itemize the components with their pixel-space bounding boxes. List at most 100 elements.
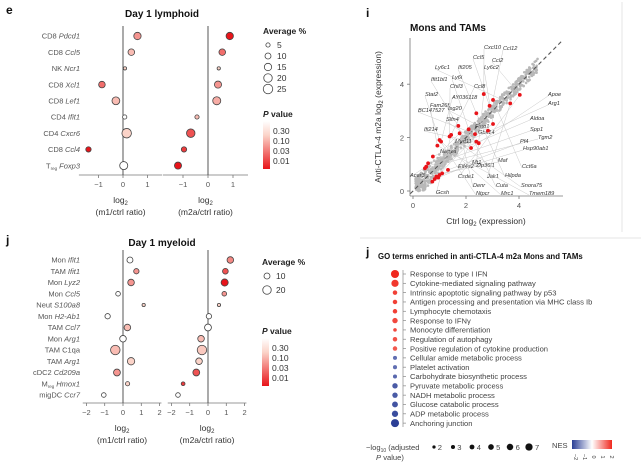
x-tick-label: −2 [82,408,91,417]
label-leader-line [449,136,522,188]
cell-type: CD4 [43,129,58,138]
go-term-label: Pyruvate metabolic process [410,382,503,391]
nes-tick-label: 1 [599,455,605,458]
gene-label: Hsp90ab1 [523,146,549,152]
size-legend-label: 20 [277,73,287,83]
background-gene-point [426,168,430,172]
size-legend-label: 5 [496,443,500,452]
size-legend-circle [265,42,271,48]
row-label: Mon Ifit1 [51,256,80,265]
data-dot [104,313,111,320]
background-gene-point [416,175,420,179]
background-gene-point [449,145,453,148]
y-tick-label: 2 [400,134,404,143]
myeloid-title: Day 1 myeloid [128,238,195,249]
pvalue-colorbar [262,338,269,386]
data-dot [110,344,121,356]
label-leader-line [447,142,521,171]
gene-label: Ly6i [452,75,463,81]
highlighted-gene-point [457,131,462,136]
data-dot [122,66,128,71]
gene-label: Ifi205 [458,65,473,71]
background-gene-point [525,72,528,76]
background-gene-point [518,88,521,91]
label-leader-line [447,109,489,131]
cell-type: Neut [36,301,53,310]
gene-label: Cuta [496,183,508,189]
pvalue-legend-tick: 0.03 [273,146,290,156]
background-gene-point [524,81,528,85]
background-gene-point [466,140,470,144]
gene-label: Chil3 [450,84,464,90]
gene-name: Pdcd1 [59,32,80,41]
label-leader-line [475,94,485,168]
highlighted-gene-point [456,123,461,128]
gene-label: BC147527 [418,108,445,114]
gene-label: Ccl2 [492,58,504,64]
background-gene-point [527,75,531,79]
gene-name: Ifit1 [68,256,80,265]
pvalue-legend-tick: 0.30 [273,126,290,136]
x-tick-label: −1 [179,180,188,189]
data-dot [226,256,235,264]
cell-type-subscript: reg [48,384,55,389]
size-legend-dot [432,445,436,449]
highlighted-gene-point [517,92,522,97]
cell-type: TAM [47,357,62,366]
size-legend-label: 4 [477,443,481,452]
cell-type: CD8 [48,97,63,106]
x-tick-label: 0 [206,408,210,417]
cell-type: T [46,161,51,170]
scatter-title: Mons and TAMs [410,23,486,34]
background-gene-point [506,95,510,99]
go-term-label: Response to IFNγ [410,316,471,325]
background-gene-point [421,186,425,189]
background-gene-point [426,184,430,187]
background-gene-point [509,95,512,99]
data-dot [216,302,222,308]
x-axis-label-log: log [113,195,125,205]
go-term-label: Anchoring junction [410,419,472,428]
background-gene-point [521,80,525,83]
size-legend-label: 20 [276,285,286,295]
gene-label: Apoe [547,92,561,98]
background-gene-point [417,189,420,193]
size-legend-title-part: −log [366,443,381,452]
background-gene-point [443,151,447,155]
panel-label-j-right: j [365,245,369,259]
gene-label: Tgm2 [538,135,553,141]
background-gene-point [482,113,485,116]
background-gene-point [536,57,539,61]
highlighted-gene-point [508,101,513,106]
size-legend-label: 10 [276,271,286,281]
row-label: CD8 Ccl5 [48,48,81,57]
background-gene-point [484,122,487,125]
cell-type: CD8 [48,145,63,154]
cell-type: Mon [48,289,63,298]
row-label: TAM Arg1 [47,357,80,366]
go-term-dot [392,365,398,370]
background-gene-point [531,62,534,66]
lymphoid-title: Day 1 lymphoid [125,9,199,20]
cell-type: TAM [45,346,60,355]
highlighted-gene-point [469,146,473,150]
gene-label: Ccl5 [473,55,485,61]
gene-label: Gcsh [436,190,449,196]
data-dot [133,268,140,275]
y-axis-label-sub: 2 [379,100,385,104]
size-legend-dot [525,443,533,451]
cell-type: Mon [48,334,63,343]
row-label: CD8 Ccl4 [48,145,80,154]
x-axis-label-sub: 2 [211,429,215,435]
label-leader-line [457,68,477,114]
size-legend-label: 6 [516,443,520,452]
label-leader-line [491,61,520,96]
label-leader-line [439,133,460,154]
data-dot [98,80,106,89]
panel-label-e: e [6,3,13,17]
cell-type: CD4 [51,113,66,122]
background-gene-point [491,107,494,111]
data-dot [119,161,129,171]
highlighted-gene-point [423,166,427,171]
